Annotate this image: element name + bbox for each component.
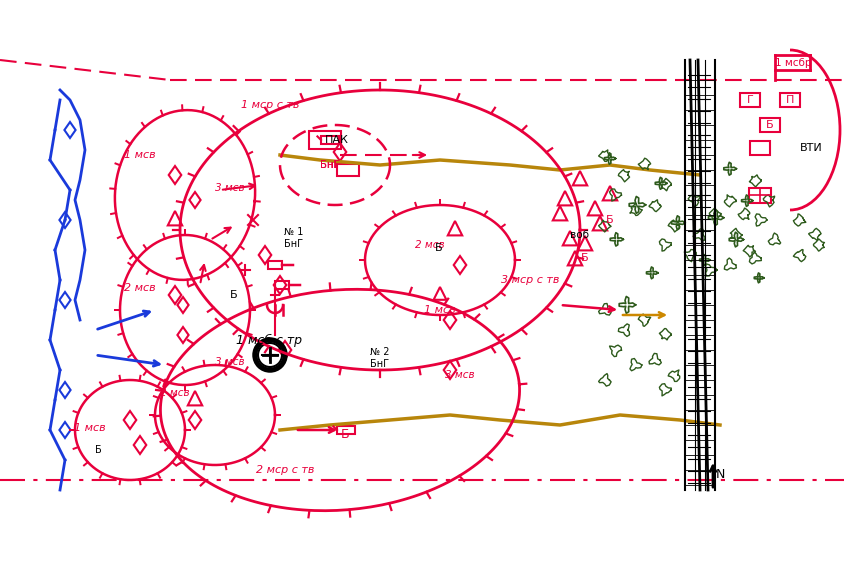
Bar bbox=[309, 131, 341, 149]
Text: П: П bbox=[785, 95, 793, 105]
Bar bbox=[779, 93, 799, 107]
Text: БнГ: БнГ bbox=[320, 160, 340, 170]
Bar bbox=[321, 136, 338, 144]
Text: 2 мсв: 2 мсв bbox=[414, 240, 444, 250]
Text: 1 мсв: 1 мсв bbox=[74, 423, 106, 433]
Bar bbox=[759, 118, 779, 132]
Text: 3 мсв: 3 мсв bbox=[445, 370, 474, 380]
Text: № 2
БнГ: № 2 БнГ bbox=[370, 347, 389, 369]
Text: Г: Г bbox=[746, 95, 753, 105]
Text: Б: Б bbox=[340, 429, 349, 442]
Bar bbox=[337, 426, 354, 434]
Text: № 1
БнГ: № 1 БнГ bbox=[284, 227, 303, 249]
Bar bbox=[337, 164, 359, 176]
Text: Б: Б bbox=[605, 215, 613, 225]
Text: воб: воб bbox=[570, 230, 589, 240]
Text: 1 мсв: 1 мсв bbox=[424, 305, 455, 315]
Text: 3 мср с тв: 3 мср с тв bbox=[500, 275, 559, 285]
Text: Б: Б bbox=[230, 290, 237, 300]
Text: 2 мср с тв: 2 мср с тв bbox=[256, 465, 314, 475]
Text: 3 мсв: 3 мсв bbox=[215, 357, 245, 367]
Text: Б: Б bbox=[581, 253, 588, 263]
Text: Б: Б bbox=[95, 445, 101, 455]
Bar bbox=[268, 261, 282, 269]
Text: 2 мсв: 2 мсв bbox=[124, 283, 155, 293]
Bar bbox=[739, 93, 759, 107]
Bar bbox=[274, 281, 289, 289]
Text: N: N bbox=[715, 468, 724, 481]
Text: 1 мсв: 1 мсв bbox=[124, 150, 155, 160]
Bar bbox=[748, 187, 770, 203]
Text: 1 мсб с тр: 1 мсб с тр bbox=[235, 333, 301, 347]
Text: ВТИ: ВТИ bbox=[799, 143, 822, 153]
Text: 3 мсв: 3 мсв bbox=[215, 183, 245, 193]
Bar bbox=[749, 141, 769, 155]
Text: Б: Б bbox=[435, 243, 442, 253]
Text: Б: Б bbox=[766, 120, 773, 130]
Text: 2 мсв: 2 мсв bbox=[160, 388, 190, 398]
Text: БнГ: БнГ bbox=[320, 160, 339, 170]
Text: ПАК: ПАК bbox=[325, 135, 349, 145]
Text: 1 мсбр: 1 мсбр bbox=[774, 58, 810, 68]
Text: 1 мср с тв: 1 мср с тв bbox=[241, 100, 299, 110]
